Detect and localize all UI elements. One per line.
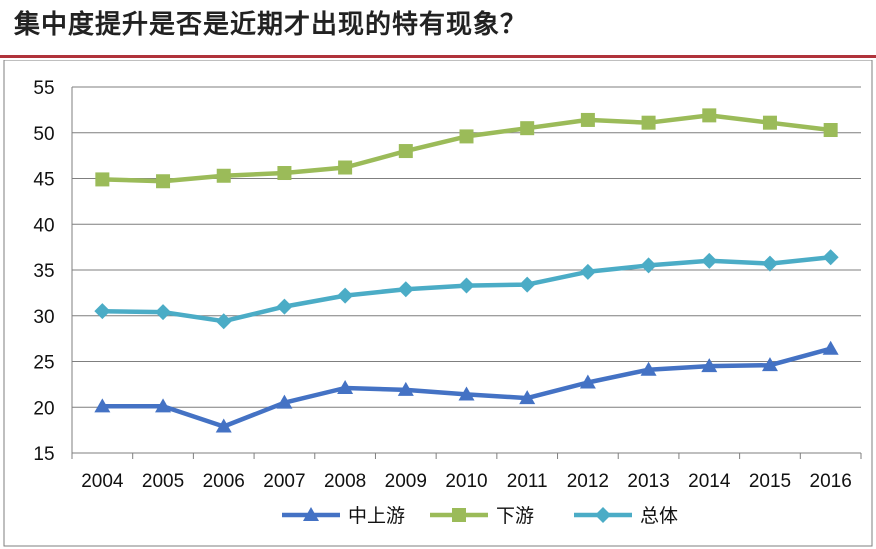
data-point — [459, 129, 474, 144]
legend-marker — [595, 507, 611, 523]
y-tick-labels: 15 20 25 30 35 40 45 50 55 — [33, 78, 54, 465]
data-point — [822, 249, 839, 266]
y-tick-label: 45 — [33, 170, 54, 191]
x-tick-label: 2005 — [142, 471, 184, 492]
x-tick-label: 2006 — [203, 471, 245, 492]
data-point — [95, 172, 110, 187]
y-tick-label: 50 — [33, 124, 54, 145]
x-tick-label: 2007 — [263, 471, 305, 492]
y-tick-label: 40 — [33, 215, 54, 236]
data-point — [579, 263, 596, 280]
data-point — [397, 281, 414, 298]
data-point — [520, 121, 535, 136]
legend-label: 下游 — [496, 505, 534, 527]
data-point — [641, 115, 656, 130]
data-point — [156, 174, 171, 189]
data-point — [579, 374, 596, 389]
data-point — [338, 160, 353, 175]
data-point — [216, 168, 231, 183]
x-tick-label: 2013 — [627, 471, 669, 492]
y-tick-label: 55 — [33, 78, 54, 99]
y-tick-label: 35 — [33, 261, 54, 282]
axes — [71, 87, 862, 459]
x-tick-label: 2009 — [385, 471, 427, 492]
data-point — [761, 255, 778, 272]
legend-marker — [303, 507, 319, 521]
data-point — [701, 252, 718, 269]
legend-marker — [452, 508, 466, 522]
legend: 中上游 下游 总体 — [282, 505, 678, 527]
data-point — [519, 276, 536, 293]
y-tick-label: 30 — [33, 307, 54, 328]
data-point — [94, 303, 111, 320]
data-point — [215, 418, 232, 433]
x-tick-label: 2012 — [567, 471, 609, 492]
data-point — [580, 112, 595, 127]
data-point — [337, 380, 354, 395]
x-tick-label: 2008 — [324, 471, 366, 492]
data-point — [458, 277, 475, 294]
legend-label: 总体 — [640, 505, 678, 527]
series-group — [94, 108, 839, 433]
data-point — [155, 304, 172, 321]
data-point — [640, 257, 657, 274]
data-point — [276, 394, 293, 409]
x-tick-label: 2010 — [445, 471, 487, 492]
data-point — [640, 361, 657, 376]
series-line-1 — [102, 113, 831, 184]
data-point — [519, 390, 536, 405]
chart-frame — [3, 60, 873, 547]
x-tick-label: 2014 — [688, 471, 731, 492]
data-point — [761, 357, 778, 372]
data-point — [398, 144, 413, 159]
x-tick-label: 2004 — [81, 471, 124, 492]
title-divider — [0, 55, 876, 58]
data-point — [701, 358, 718, 373]
x-tick-label: 2015 — [749, 471, 791, 492]
y-tick-label: 15 — [33, 444, 54, 465]
x-tick-label: 2011 — [507, 471, 548, 492]
data-point — [702, 108, 717, 123]
data-point — [155, 398, 172, 413]
data-point — [276, 298, 293, 315]
data-point — [823, 123, 838, 138]
data-point — [397, 381, 414, 396]
y-tick-label: 25 — [33, 353, 54, 374]
data-point — [458, 386, 475, 401]
y-tick-label: 20 — [33, 398, 54, 419]
page-title: 集中度提升是否是近期才出现的特有现象？ — [14, 10, 528, 40]
data-point — [215, 313, 232, 330]
data-point — [822, 340, 839, 355]
data-point — [94, 398, 111, 413]
data-point — [762, 115, 777, 130]
legend-label: 中上游 — [348, 505, 405, 527]
x-tick-labels: 2004 2005 2006 2007 2008 2009 2010 2011 2012 2013… — [81, 471, 852, 492]
data-point — [277, 166, 292, 181]
data-point — [337, 287, 354, 304]
x-tick-label: 2016 — [810, 471, 852, 492]
